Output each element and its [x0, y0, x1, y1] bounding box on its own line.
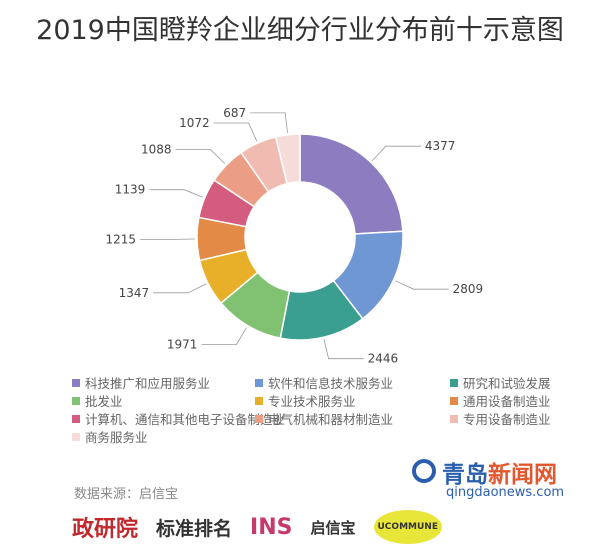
legend-label: 计算机、通信和其他电子设备制造业 [85, 412, 286, 427]
leader-line [250, 112, 288, 133]
brand-cn-a: 青岛 [442, 462, 488, 488]
legend-item: 科技推广和应用服务业 [72, 373, 210, 392]
brand-en: qingdaonews.com [446, 485, 565, 500]
legend-swatch [450, 415, 458, 423]
donut-slice [299, 133, 404, 235]
brand-cn-b: 新闻网 [488, 462, 557, 488]
legend-item: 商务服务业 [72, 427, 148, 446]
data-label: 2809 [453, 282, 484, 296]
legend-item: 软件和信息技术服务业 [255, 373, 393, 392]
logo-qixinbao: 启信宝 [310, 518, 356, 537]
legend-label: 商务服务业 [85, 430, 148, 445]
logo-biaozhun: 标准排名 [156, 517, 233, 540]
leader-line [201, 327, 247, 346]
legend-label: 软件和信息技术服务业 [268, 376, 394, 391]
leader-line [153, 283, 207, 294]
legend-swatch [255, 379, 263, 387]
legend-item: 研究和试验发展 [450, 373, 551, 392]
legend-swatch [255, 415, 263, 423]
legend-swatch [255, 397, 263, 405]
data-source: 数据来源：启信宝 [74, 487, 179, 502]
data-label: 1139 [115, 183, 146, 197]
leader-line [175, 149, 226, 164]
legend-item: 专业技术服务业 [255, 391, 356, 410]
legend-swatch [72, 415, 80, 423]
leader-line [323, 339, 364, 360]
legend-label: 专用设备制造业 [463, 412, 551, 427]
data-label: 1215 [105, 232, 136, 246]
data-label: 687 [223, 106, 246, 120]
leader-line [371, 145, 421, 161]
data-label: 1347 [119, 286, 150, 300]
chart-title: 2019中国瞪羚企业细分行业分布前十示意图 [36, 15, 564, 46]
leader-line [149, 189, 203, 198]
logo-ucommune: UCOMMUNE [373, 510, 442, 544]
legend-item: 批发业 [72, 391, 123, 410]
donut-slice [274, 133, 301, 185]
data-label: 2446 [368, 352, 399, 366]
logo-zhengyanyuan: 政研院 [72, 517, 139, 542]
data-label: 1088 [141, 143, 172, 157]
legend-swatch [450, 379, 458, 387]
legend-label: 研究和试验发展 [463, 376, 551, 391]
data-label: 1072 [179, 116, 210, 130]
data-label: 4377 [425, 139, 456, 153]
legend-label: 专业技术服务业 [268, 394, 356, 409]
legend-label: 批发业 [85, 394, 123, 409]
legend-swatch [72, 433, 80, 441]
leader-line [395, 280, 449, 290]
legend-item: 计算机、通信和其他电子设备制造业 [72, 409, 285, 428]
legend-item: 电气机械和器材制造业 [255, 409, 393, 428]
legend-item: 专用设备制造业 [450, 409, 551, 428]
legend-label: 通用设备制造业 [463, 394, 551, 409]
legend-swatch [72, 397, 80, 405]
brand-logo: 青岛新闻网 qingdaonews.com [412, 455, 564, 500]
partner-logos: 政研院 标准排名 INS 启信宝 UCOMMUNE [72, 510, 442, 544]
legend-item: 通用设备制造业 [450, 391, 551, 410]
donut-chart: 4377 2809 2446 1971 1347 1215 1139 1088 1072 687 [105, 106, 484, 366]
legend-swatch [450, 397, 458, 405]
leader-line [213, 122, 258, 142]
brand-mark-icon [412, 459, 436, 483]
data-label: 1971 [167, 338, 198, 352]
legend-swatch [72, 379, 80, 387]
legend-label: 电气机械和器材制造业 [268, 412, 394, 427]
logo-ins: INS [250, 514, 293, 540]
legend-label: 科技推广和应用服务业 [85, 376, 211, 391]
